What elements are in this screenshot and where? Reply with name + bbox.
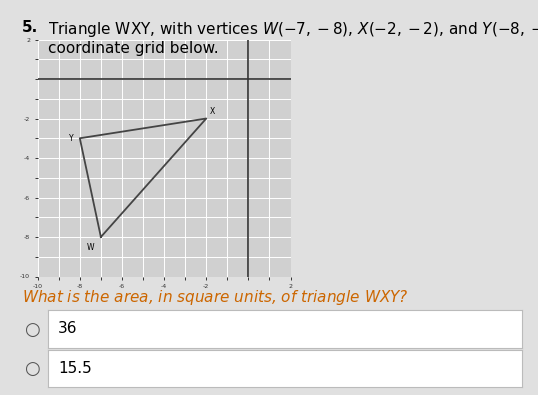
Text: ○: ○ — [24, 360, 40, 378]
Text: 36: 36 — [58, 322, 77, 336]
Text: What is the area, in square units, of triangle $WXY$?: What is the area, in square units, of tr… — [22, 288, 408, 307]
Text: Y: Y — [69, 134, 74, 143]
Text: Triangle WXY, with vertices $W(-7,-8)$, $X(-2,-2)$, and $Y(-8,-3)$ is drawn on t: Triangle WXY, with vertices $W(-7,-8)$, … — [48, 20, 538, 56]
Text: 15.5: 15.5 — [58, 361, 91, 376]
Text: ○: ○ — [24, 321, 40, 339]
Text: W: W — [87, 243, 95, 252]
Text: 5.: 5. — [22, 20, 38, 35]
Text: X: X — [209, 107, 215, 116]
